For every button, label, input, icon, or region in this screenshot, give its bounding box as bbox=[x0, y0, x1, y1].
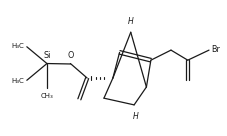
Text: CH₃: CH₃ bbox=[40, 93, 53, 99]
Text: H₃C: H₃C bbox=[11, 78, 24, 84]
Text: Si: Si bbox=[43, 51, 50, 60]
Text: H: H bbox=[127, 17, 133, 26]
Text: Br: Br bbox=[210, 45, 219, 54]
Text: O: O bbox=[67, 51, 73, 60]
Text: H₃C: H₃C bbox=[11, 43, 24, 49]
Text: H: H bbox=[132, 112, 138, 121]
